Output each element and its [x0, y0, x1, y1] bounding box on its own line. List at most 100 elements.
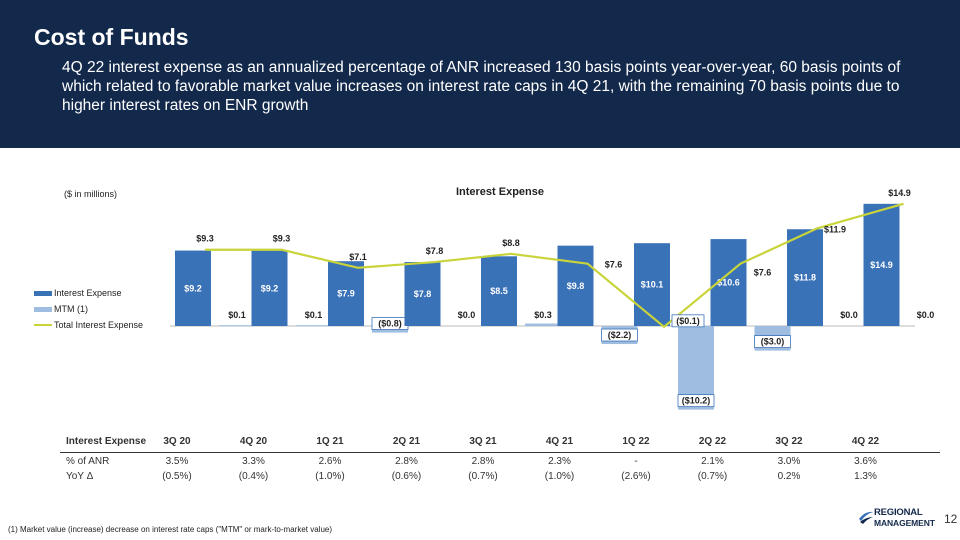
table-cell: 2.6%: [318, 456, 342, 467]
mtm-bar-label: $0.0: [917, 310, 935, 320]
total-interest-expense-label: $7.6: [754, 268, 772, 278]
table-cell: 2.1%: [701, 456, 724, 467]
table-cell: (0.5%): [162, 471, 192, 482]
table-cell: 2.8%: [395, 456, 418, 467]
total-interest-expense-label: $9.3: [273, 234, 291, 244]
table-cell: 1.3%: [854, 471, 877, 482]
page-number: 12: [944, 512, 958, 526]
logo-text-regional: REGIONAL: [874, 507, 923, 518]
interest-expense-chart: $9.2 $0.1 $9.2 $0.1 $7.9 ($0.8) $7.8 $0.0 $8.5 $0…: [170, 188, 935, 410]
interest-expense-bar-label: $8.5: [490, 286, 508, 296]
table-cell: (0.6%): [391, 471, 422, 482]
total-interest-expense-label: $7.6: [605, 260, 623, 270]
table-cell: (1.0%): [315, 471, 345, 482]
table-cell: (2.6%): [621, 471, 651, 482]
mtm-label-box: [754, 335, 791, 349]
chart-title: Interest Expense: [455, 186, 545, 198]
table-cell: (0.4%): [238, 471, 269, 482]
interest-expense-bar-label: $10.1: [641, 280, 664, 290]
legend-item-mtm: MTM (1): [34, 301, 143, 317]
interest-expense-bar: [787, 229, 823, 326]
total-interest-expense-label: $9.3: [196, 234, 214, 244]
mtm-label-box: [601, 328, 638, 342]
table-row-anr: % of ANR 3.5% 3.3% 2.6% 2.8% 2.8% 2.3% - 2.1% 3.…: [60, 453, 940, 468]
mtm-bar: [525, 323, 561, 326]
legend-item-interest-expense: Interest Expense: [34, 285, 143, 301]
footnote: (1) Market value (increase) decrease on …: [8, 525, 333, 534]
page-subtitle: 4Q 22 interest expense as an annualized …: [62, 59, 901, 114]
table-column-header: 2Q 22: [698, 436, 727, 447]
total-interest-expense-line: [205, 202, 904, 329]
table-column-header: 1Q 21: [316, 436, 344, 447]
interest-expense-bar: [251, 250, 288, 326]
table-cell: 3.0%: [777, 456, 801, 467]
interest-expense-bar-label: $7.8: [414, 289, 432, 299]
legend-item-total: Total Interest Expense: [34, 317, 143, 333]
row-label-yoy: YoY Δ: [66, 471, 94, 482]
logo-swoosh-icon: [859, 511, 873, 524]
title-banner: Cost of Funds 4Q 22 interest expense as …: [0, 0, 960, 148]
table-cell: (1.0%): [544, 471, 575, 482]
chart-units-label: ($ in millions): [64, 189, 118, 199]
mtm-bar-label: ($2.2): [608, 330, 632, 340]
table-cell: 3.6%: [854, 456, 877, 467]
table-cell: 3.3%: [242, 456, 265, 467]
legend-swatch-total: [34, 324, 52, 326]
mtm-bar: [295, 325, 332, 327]
mtm-bar: [219, 325, 255, 327]
mtm-bar-label: ($0.8): [378, 319, 402, 329]
table-column-header: 4Q 22: [851, 436, 880, 447]
table-cell: 2.8%: [471, 456, 495, 467]
mtm-label-box: [677, 394, 715, 408]
legend-label-interest-expense: Interest Expense: [54, 288, 122, 298]
table-row-yoy: YoY Δ (0.5%) (0.4%) (1.0%) (0.6%) (0.7%) (1.0…: [60, 468, 940, 483]
company-logo: REGIONAL MANAGEMENT: [858, 505, 942, 529]
interest-expense-bar: [634, 243, 670, 326]
table-cell: (0.7%): [697, 471, 728, 482]
interest-expense-bar: [328, 261, 364, 326]
page-title: Cost of Funds: [34, 24, 189, 50]
interest-expense-bar: [863, 203, 900, 326]
table-column-header: 3Q 22: [775, 436, 803, 447]
mtm-bar-label: $0.0: [458, 310, 476, 320]
total-interest-expense-label: ($0.1): [676, 316, 700, 326]
table-column-header: 3Q 20: [163, 436, 191, 447]
table-header-label: Interest Expense: [66, 436, 147, 447]
table-cell: (0.7%): [468, 471, 498, 482]
total-interest-expense-label: $7.8: [426, 246, 444, 256]
mtm-bar-label: ($3.0): [761, 337, 785, 347]
table-header-row: Interest Expense 3Q 20 4Q 20 1Q 21 2Q 21 3Q …: [60, 432, 940, 453]
interest-expense-bar: [175, 250, 211, 326]
table-cell: 2.3%: [548, 456, 571, 467]
table-column-header: 1Q 22: [622, 436, 650, 447]
table-column-header: 4Q 21: [545, 436, 574, 447]
chart-legend: Interest Expense MTM (1) Total Interest …: [34, 285, 143, 333]
logo-text-management: MANAGEMENT: [874, 518, 935, 528]
mtm-bar-label: $0.3: [534, 310, 552, 320]
total-interest-expense-label: $7.1: [349, 252, 367, 262]
mtm-bar-label: ($10.2): [682, 396, 711, 406]
interest-expense-bar: [481, 256, 517, 326]
interest-expense-bar-label: $7.9: [337, 289, 355, 299]
legend-label-total: Total Interest Expense: [54, 320, 144, 330]
table-column-header: 2Q 21: [392, 436, 421, 447]
table-column-header: 3Q 21: [469, 436, 497, 447]
interest-expense-bar-label: $9.8: [567, 281, 585, 291]
interest-expense-bar-label: $10.6: [717, 278, 740, 288]
mtm-bar-label: $0.1: [228, 310, 246, 320]
total-interest-expense-label: $11.9: [824, 224, 846, 234]
mtm-bar-label: $0.1: [305, 310, 323, 320]
total-interest-expense-label: $14.9: [888, 188, 911, 198]
mtm-bar-label: $0.0: [840, 310, 858, 320]
total-interest-expense-label: $8.8: [502, 238, 520, 248]
row-label-anr: % of ANR: [66, 456, 110, 467]
metrics-table: Interest Expense 3Q 20 4Q 20 1Q 21 2Q 21 3Q …: [60, 432, 940, 483]
interest-expense-bar: [557, 245, 594, 326]
interest-expense-bar-label: $11.8: [794, 273, 816, 283]
table-column-header: 4Q 20: [239, 436, 268, 447]
total-label-box: [671, 314, 705, 328]
legend-swatch-mtm: [34, 306, 52, 312]
interest-expense-bar-label: $9.2: [184, 283, 202, 293]
legend-swatch-interest-expense: [34, 290, 52, 296]
interest-expense-bar-label: $14.9: [870, 260, 893, 270]
